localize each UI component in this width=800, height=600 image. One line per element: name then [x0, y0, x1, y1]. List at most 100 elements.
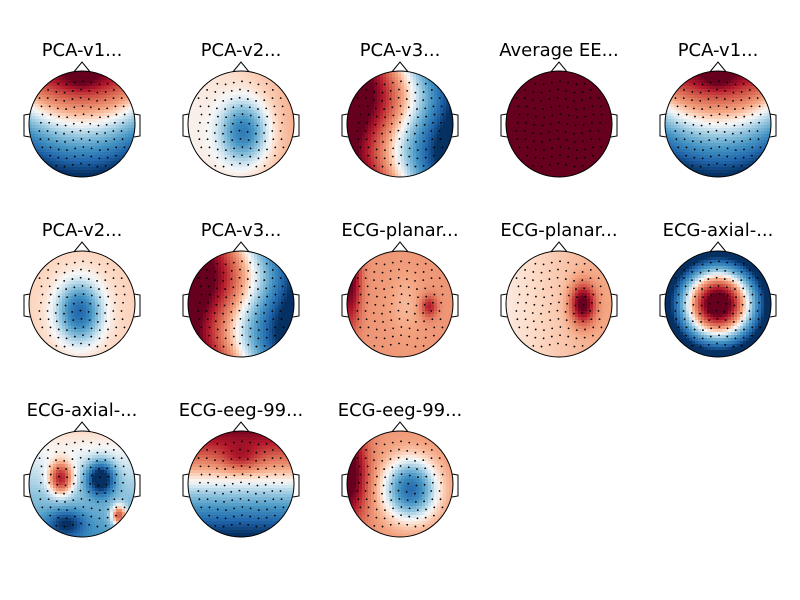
- panel-title: PCA-v1...: [42, 40, 123, 61]
- topomap-image: [188, 71, 294, 177]
- head-outline: [28, 250, 136, 358]
- head-outline: [346, 250, 454, 358]
- topomap-image: [506, 71, 612, 177]
- topomap-image: [506, 251, 612, 357]
- topomap-image: [347, 251, 453, 357]
- topomap-image: [188, 431, 294, 537]
- head-ear-right: [610, 113, 618, 138]
- head-ear-left: [182, 293, 190, 318]
- head-ear-right: [133, 473, 141, 498]
- panel-title: PCA-v1...: [678, 40, 759, 61]
- head-ear-left: [182, 473, 190, 498]
- head-ear-right: [292, 113, 300, 138]
- head-ear-left: [341, 113, 349, 138]
- head-ear-left: [341, 473, 349, 498]
- topomap-panel-4: Average EE...: [499, 40, 619, 178]
- sensor-markers: [515, 260, 603, 348]
- topomap-image: [665, 251, 771, 357]
- topomap-panel-8: ECG-planar...: [341, 220, 459, 358]
- head-outline: [505, 250, 613, 358]
- head-ear-left: [23, 293, 31, 318]
- head-ear-right: [610, 293, 618, 318]
- topomap-panel-5: PCA-v1...: [659, 40, 777, 178]
- topomap-image: [188, 251, 294, 357]
- head-outline: [664, 70, 772, 178]
- head-outline: [28, 430, 136, 538]
- head-nose: [390, 241, 410, 254]
- topomap-panel-2: PCA-v2...: [182, 40, 300, 178]
- sensor-markers: [38, 80, 126, 168]
- topomap-panel-13: ECG-eeg-99...: [338, 400, 463, 538]
- topomap-panel-6: PCA-v2...: [23, 220, 141, 358]
- topomap-panel-9: ECG-planar...: [500, 220, 618, 358]
- sensor-markers: [674, 260, 762, 348]
- topomap-panel-3: PCA-v3...: [341, 40, 459, 178]
- head-ear-left: [23, 113, 31, 138]
- head-ear-right: [769, 113, 777, 138]
- head-ear-left: [659, 293, 667, 318]
- head-nose: [390, 61, 410, 74]
- sensor-markers: [674, 80, 762, 168]
- panel-title: PCA-v3...: [360, 40, 441, 61]
- head-nose: [708, 61, 728, 74]
- panel-title: ECG-planar...: [341, 220, 458, 241]
- sensor-markers: [197, 260, 285, 348]
- sensor-markers: [515, 80, 603, 168]
- panel-title: PCA-v2...: [42, 220, 123, 241]
- panel-title: ECG-eeg-99...: [338, 400, 463, 421]
- panel-title: ECG-axial-...: [27, 400, 138, 421]
- head-outline: [28, 70, 136, 178]
- head-nose: [390, 421, 410, 434]
- head-ear-left: [182, 113, 190, 138]
- topomap-image: [29, 431, 135, 537]
- head-nose: [708, 241, 728, 254]
- head-ear-right: [451, 293, 459, 318]
- sensor-markers: [197, 440, 285, 528]
- topomap-image: [29, 71, 135, 177]
- topomap-panel-1: PCA-v1...: [23, 40, 141, 178]
- panel-title: ECG-planar...: [500, 220, 617, 241]
- topomap-panel-7: PCA-v3...: [182, 220, 300, 358]
- topomap-image: [347, 71, 453, 177]
- head-ear-left: [500, 113, 508, 138]
- head-nose: [72, 241, 92, 254]
- head-nose: [549, 241, 569, 254]
- head-nose: [72, 61, 92, 74]
- panel-title: ECG-axial-...: [663, 220, 774, 241]
- head-nose: [549, 61, 569, 74]
- head-outline: [187, 250, 295, 358]
- head-ear-left: [500, 293, 508, 318]
- head-nose: [231, 421, 251, 434]
- panel-title: Average EE...: [499, 40, 619, 61]
- sensor-markers: [356, 260, 444, 348]
- head-outline: [187, 70, 295, 178]
- head-nose: [231, 61, 251, 74]
- sensor-markers: [356, 80, 444, 168]
- topomap-image: [665, 71, 771, 177]
- head-outline: [664, 250, 772, 358]
- head-ear-right: [292, 293, 300, 318]
- head-outline: [505, 70, 613, 178]
- head-outline: [346, 430, 454, 538]
- head-ear-left: [659, 113, 667, 138]
- head-outline: [346, 70, 454, 178]
- sensor-markers: [197, 80, 285, 168]
- head-ear-right: [133, 293, 141, 318]
- head-outline: [187, 430, 295, 538]
- sensor-markers: [356, 440, 444, 528]
- head-ear-right: [292, 473, 300, 498]
- head-ear-right: [133, 113, 141, 138]
- topomap-panel-11: ECG-axial-...: [23, 400, 141, 538]
- panel-title: PCA-v2...: [201, 40, 282, 61]
- topomap-image: [347, 431, 453, 537]
- head-nose: [231, 241, 251, 254]
- topomap-panel-10: ECG-axial-...: [659, 220, 777, 358]
- sensor-markers: [38, 260, 126, 348]
- panel-title: ECG-eeg-99...: [179, 400, 304, 421]
- head-ear-right: [769, 293, 777, 318]
- topomap-panel-12: ECG-eeg-99...: [179, 400, 304, 538]
- panel-title: PCA-v3...: [201, 220, 282, 241]
- topomap-image: [29, 251, 135, 357]
- head-nose: [72, 421, 92, 434]
